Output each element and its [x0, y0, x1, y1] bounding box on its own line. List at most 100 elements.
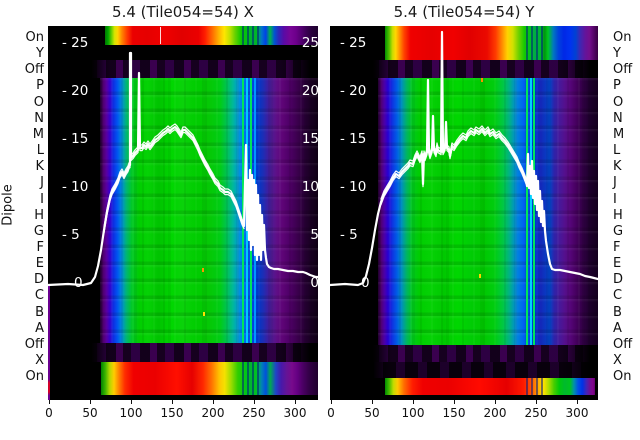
- row-off-top-x: [48, 60, 318, 78]
- row-x-dark-y: [330, 362, 598, 378]
- column-texture: [100, 78, 318, 344]
- row-on-top-strip-x: [105, 26, 318, 45]
- rfi-stripes: [242, 362, 260, 395]
- curve-polyline: [380, 125, 527, 200]
- passband-curve-y: [330, 30, 598, 287]
- dipole-label: G: [613, 223, 624, 239]
- x-tick-mark: [254, 400, 255, 404]
- x-tick-label: 250: [242, 406, 266, 420]
- dipole-label: J: [40, 175, 44, 191]
- row-x-on-bottom-strip-x: [101, 362, 318, 395]
- x-tick-label: 100: [119, 406, 143, 420]
- x-tick-label: 200: [483, 406, 507, 420]
- dipole-label: M: [613, 126, 625, 142]
- dipole-label: X: [613, 353, 622, 368]
- rfi-stripes: [526, 378, 544, 395]
- dipole-label: On: [613, 30, 632, 45]
- x-tick-label: 250: [524, 406, 548, 420]
- hot-pixel: [202, 268, 204, 272]
- x-tick-mark: [213, 400, 214, 404]
- dipole-label: L: [613, 143, 621, 159]
- heatmap-panel-x: - 25- 20- 15- 10- 5 0 25 20 15 10 5 0: [48, 26, 318, 400]
- curve-polyline: [103, 122, 245, 228]
- x-tick-label: 0: [327, 406, 335, 420]
- x-tick-mark: [413, 400, 414, 404]
- dipole-label: A: [35, 320, 44, 336]
- x-tick-label: 300: [565, 406, 589, 420]
- dipole-label: B: [35, 304, 44, 320]
- dipole-label: N: [34, 110, 44, 126]
- heatmap-body-y: [378, 78, 598, 345]
- rfi-stripes: [242, 26, 260, 45]
- x-tick-mark: [131, 400, 132, 404]
- curve-polyline: [380, 130, 527, 206]
- curve-polyline: [48, 51, 318, 287]
- hot-pixel: [481, 78, 483, 82]
- row-y-dark-x: [48, 45, 318, 60]
- dipole-label: N: [613, 110, 623, 126]
- dipole-label: J: [613, 175, 617, 191]
- rfi-stripes: [526, 26, 544, 60]
- left-edge-artifact: [48, 285, 50, 400]
- dipole-label: D: [613, 272, 624, 288]
- dipole-label: D: [33, 272, 44, 288]
- row-off-bottom-x: [48, 343, 318, 362]
- dipole-label: Off: [24, 62, 44, 78]
- panel-title-y: 5.4 (Tile054=54) Y: [393, 3, 535, 21]
- heatmap-body-x: [100, 78, 318, 344]
- x-tick-label: 100: [401, 406, 425, 420]
- dipole-label: E: [35, 256, 44, 272]
- dipole-label: P: [36, 78, 44, 94]
- x-tick-mark: [536, 400, 537, 404]
- dipole-label: Off: [613, 62, 633, 78]
- rfi-line: [242, 78, 244, 344]
- dipole-label: Y: [36, 46, 44, 62]
- x-tick-label: 50: [364, 406, 380, 420]
- body-gradient: [378, 78, 598, 345]
- hot-pixel: [203, 312, 205, 316]
- dipole-label: K: [35, 159, 44, 175]
- row-off-bottom-y: [330, 345, 598, 362]
- passband-curve-x: [48, 51, 318, 287]
- dipole-label: C: [34, 288, 44, 304]
- x-tick-mark: [90, 400, 91, 404]
- dipole-label: O: [33, 94, 44, 110]
- dipole-label: I: [40, 191, 44, 207]
- x-tick-mark: [454, 400, 455, 404]
- x-tick-mark: [495, 400, 496, 404]
- column-texture: [378, 78, 598, 345]
- dipole-label: A: [613, 320, 622, 336]
- x-tick-mark: [577, 400, 578, 404]
- hot-pixel: [479, 274, 481, 278]
- x-tick-label: 200: [201, 406, 225, 420]
- row-on-bottom-strip-y: [385, 378, 595, 395]
- x-tick-label: 0: [45, 406, 53, 420]
- dipole-label: Off: [613, 336, 633, 352]
- x-tick-mark: [295, 400, 296, 404]
- dipole-label: F: [36, 239, 44, 255]
- dipole-label: H: [34, 207, 44, 223]
- dipole-label: On: [25, 30, 44, 45]
- x-tick-mark: [49, 400, 50, 404]
- dipole-label: F: [613, 239, 621, 255]
- x-tick-mark: [372, 400, 373, 404]
- body-gradient: [100, 78, 318, 344]
- dipole-label: E: [613, 256, 622, 272]
- dipole-label: B: [613, 304, 622, 320]
- row-texture: [100, 78, 318, 344]
- dipole-label: H: [613, 207, 623, 223]
- x-tick-mark: [331, 400, 332, 404]
- rfi-line: [526, 78, 528, 345]
- dipole-label: I: [613, 191, 617, 207]
- dipole-label: Y: [613, 46, 621, 62]
- dipole-label: K: [613, 159, 622, 175]
- dipole-label: On: [25, 369, 44, 385]
- panel-title-x: 5.4 (Tile054=54) X: [112, 3, 254, 21]
- dipole-label: M: [32, 126, 44, 142]
- row-off-top-y: [330, 60, 598, 78]
- dipole-label: X: [35, 353, 44, 368]
- rfi-line: [533, 78, 535, 345]
- curve-polyline: [103, 127, 245, 234]
- dipole-label: On: [613, 369, 632, 385]
